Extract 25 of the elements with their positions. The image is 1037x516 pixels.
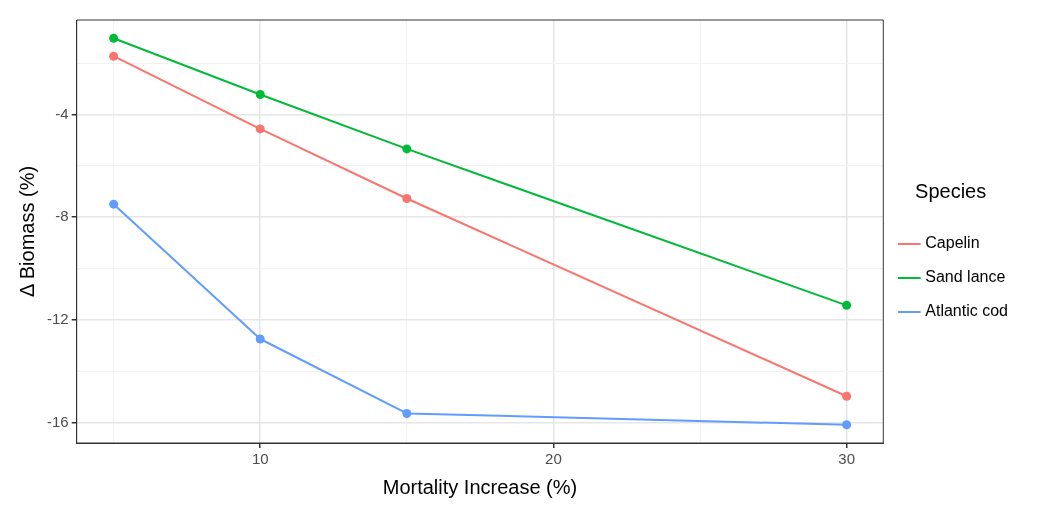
legend-label: Atlantic cod (925, 302, 1009, 320)
point (109, 51, 119, 61)
y-tick-label: -16 (46, 412, 69, 430)
legend-title: Species (915, 179, 987, 202)
point (402, 144, 412, 154)
y-tick-label: -4 (55, 104, 69, 122)
x-axis-title: Mortality Increase (%) (382, 475, 578, 498)
point (842, 420, 852, 430)
point (109, 33, 119, 43)
point (255, 89, 265, 99)
point (255, 124, 265, 134)
legend-label: Sand lance (925, 268, 1006, 286)
point (255, 334, 265, 344)
point (842, 391, 852, 401)
point (109, 199, 119, 209)
x-tick-label: 20 (545, 450, 562, 468)
legend-label: Capelin (925, 234, 980, 252)
y-tick-label: -12 (46, 310, 69, 328)
point (402, 408, 412, 418)
x-tick-label: 10 (251, 450, 269, 468)
y-axis-title: Δ Biomass (%) (15, 165, 38, 298)
y-tick-label: -8 (55, 207, 69, 225)
point (402, 194, 412, 203)
x-tick-label: 30 (838, 450, 855, 468)
point (842, 300, 852, 310)
